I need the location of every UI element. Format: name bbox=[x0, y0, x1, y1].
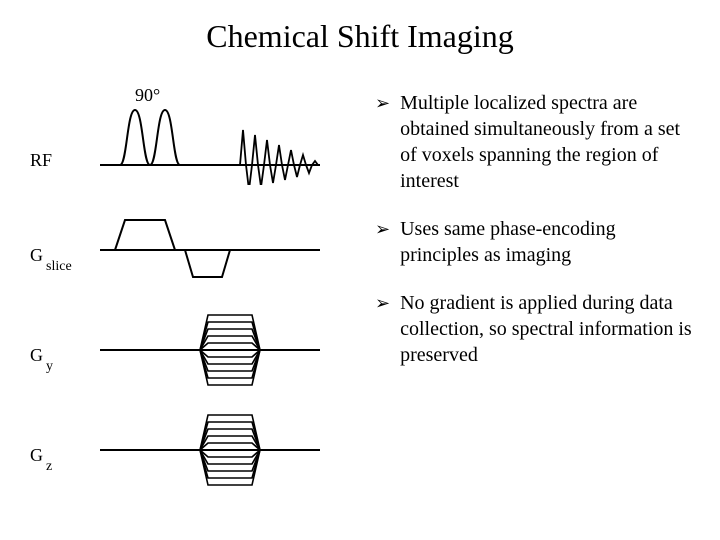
bullet-icon: ➢ bbox=[375, 290, 390, 316]
gslice-waveform bbox=[30, 205, 350, 295]
gy-waveform bbox=[30, 303, 350, 398]
pulse-sequence-diagram: 90° RF Gslice Gy bbox=[30, 85, 350, 515]
bullet-item: ➢ Multiple localized spectra are obtaine… bbox=[375, 90, 695, 194]
bullet-icon: ➢ bbox=[375, 90, 390, 116]
bullet-item: ➢ Uses same phase-encoding principles as… bbox=[375, 216, 695, 268]
page-title: Chemical Shift Imaging bbox=[0, 18, 720, 55]
bullet-text: No gradient is applied during data colle… bbox=[400, 290, 695, 368]
bullet-list: ➢ Multiple localized spectra are obtaine… bbox=[375, 90, 695, 390]
bullet-icon: ➢ bbox=[375, 216, 390, 242]
bullet-text: Multiple localized spectra are obtained … bbox=[400, 90, 695, 194]
bullet-text: Uses same phase-encoding principles as i… bbox=[400, 216, 695, 268]
rf-waveform bbox=[30, 95, 350, 185]
gz-waveform bbox=[30, 403, 350, 498]
bullet-item: ➢ No gradient is applied during data col… bbox=[375, 290, 695, 368]
